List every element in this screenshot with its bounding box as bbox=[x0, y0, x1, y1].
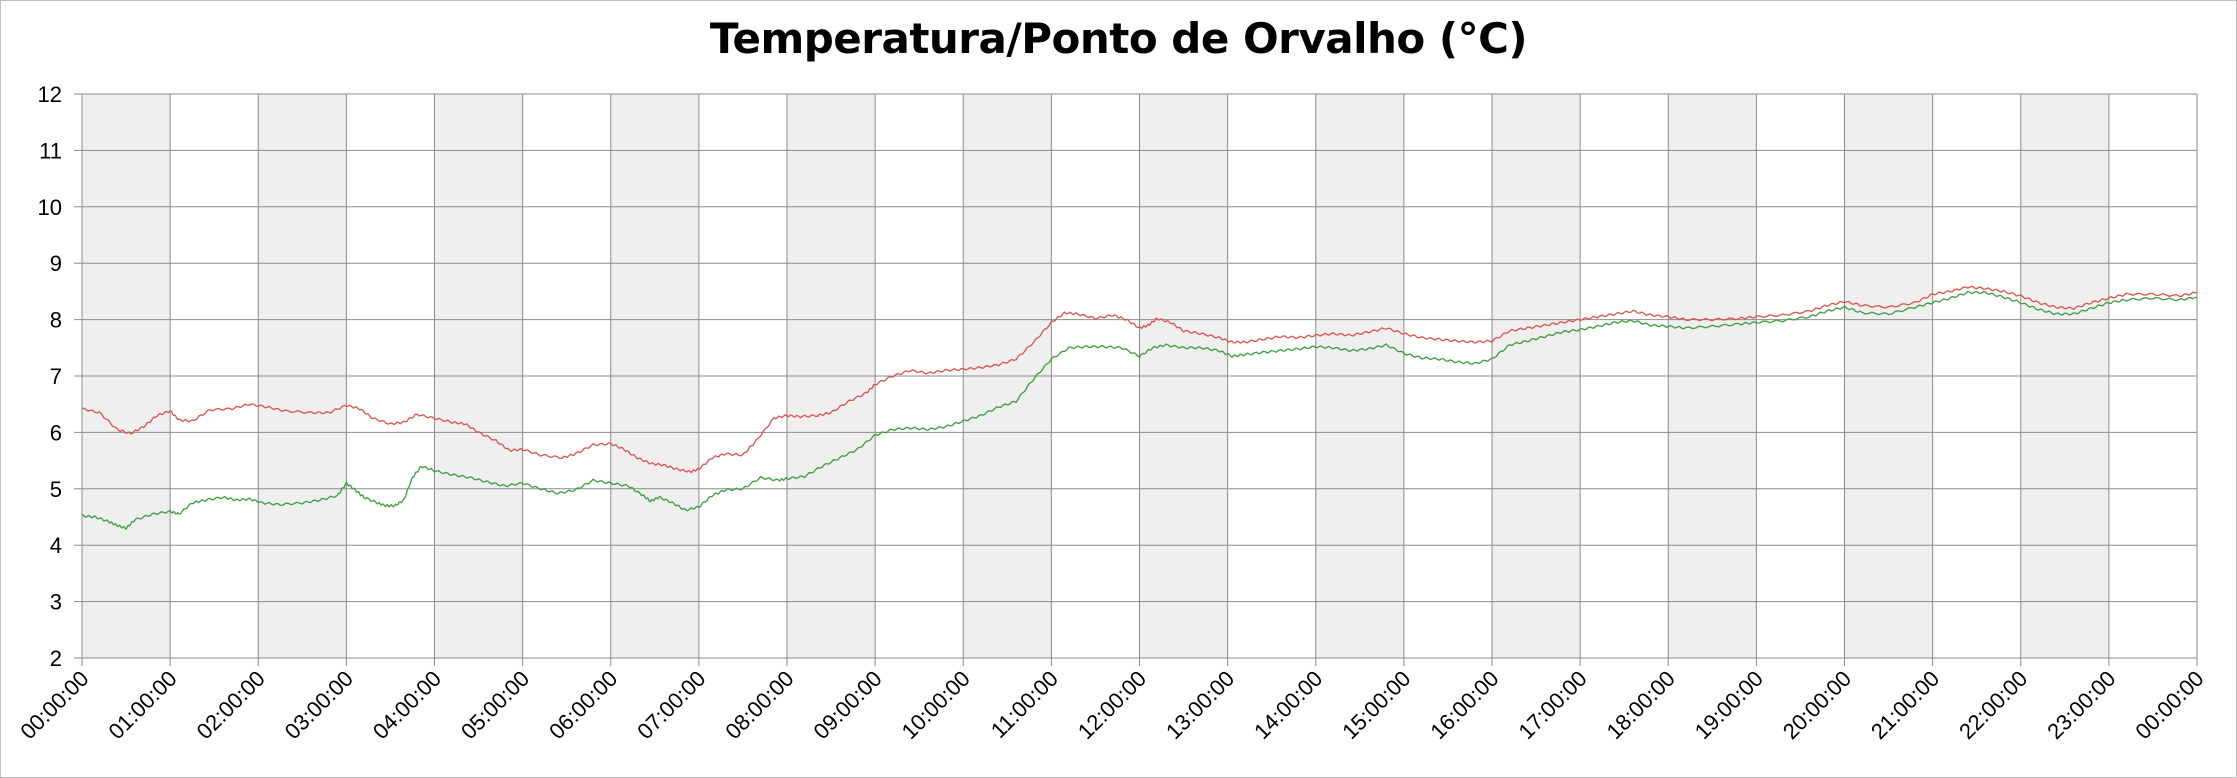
series-line-1 bbox=[81, 285, 2198, 474]
y-tick-label: 3 bbox=[50, 590, 62, 615]
x-tick-label: 21:00:00 bbox=[1866, 666, 1944, 744]
series-layer bbox=[81, 285, 2198, 530]
grid-layer bbox=[81, 93, 2198, 659]
x-tick-label: 16:00:00 bbox=[1425, 666, 1503, 744]
y-tick-label: 11 bbox=[39, 138, 62, 163]
y-tick-label: 2 bbox=[50, 646, 62, 671]
y-tick-label: 4 bbox=[50, 533, 62, 558]
axis-layer bbox=[74, 93, 2198, 666]
x-tick-label: 11:00:00 bbox=[986, 666, 1063, 743]
x-tick-label: 10:00:00 bbox=[897, 666, 975, 744]
x-tick-label: 00:00:00 bbox=[2130, 666, 2208, 744]
y-tick-label: 7 bbox=[50, 364, 62, 389]
x-tick-label: 01:00:00 bbox=[103, 666, 181, 744]
x-tick-label: 23:00:00 bbox=[2042, 666, 2120, 744]
y-tick-label: 10 bbox=[38, 195, 62, 220]
x-tick-label: 08:00:00 bbox=[720, 666, 798, 744]
x-tick-label: 15:00:00 bbox=[1337, 666, 1415, 744]
y-tick-label: 9 bbox=[50, 251, 62, 276]
chart-title: Temperatura/Ponto de Orvalho (°C) bbox=[709, 14, 1528, 63]
y-tick-label: 12 bbox=[38, 82, 62, 107]
y-tick-label: 6 bbox=[50, 420, 62, 445]
x-tick-label: 06:00:00 bbox=[544, 666, 622, 744]
x-tick-label: 00:00:00 bbox=[15, 666, 93, 744]
x-tick-label: 17:00:00 bbox=[1513, 666, 1591, 744]
y-tick-label: 8 bbox=[50, 308, 62, 333]
x-tick-label: 09:00:00 bbox=[808, 666, 886, 744]
x-tick-label: 14:00:00 bbox=[1249, 666, 1327, 744]
x-tick-label: 13:00:00 bbox=[1161, 666, 1239, 744]
x-tick-label: 02:00:00 bbox=[192, 666, 270, 744]
x-tick-label: 04:00:00 bbox=[368, 666, 446, 744]
y-tick-label: 5 bbox=[50, 477, 62, 502]
x-tick-label: 22:00:00 bbox=[1954, 666, 2032, 744]
x-tick-label: 18:00:00 bbox=[1602, 666, 1680, 744]
x-tick-label: 07:00:00 bbox=[632, 666, 710, 744]
x-tick-label: 03:00:00 bbox=[280, 666, 358, 744]
x-tick-label: 12:00:00 bbox=[1073, 666, 1151, 744]
x-tick-label: 19:00:00 bbox=[1690, 666, 1768, 744]
series-line-2 bbox=[81, 290, 2198, 530]
x-tick-label: 20:00:00 bbox=[1778, 666, 1856, 744]
x-tick-label: 05:00:00 bbox=[456, 666, 534, 744]
